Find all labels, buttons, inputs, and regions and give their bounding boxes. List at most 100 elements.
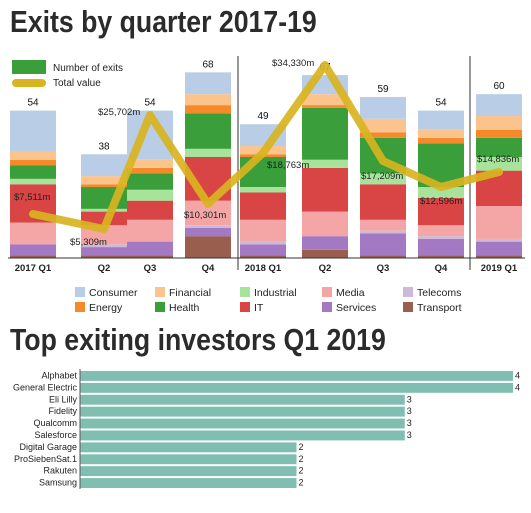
bar-segment-consumer bbox=[360, 96, 406, 119]
investor-bar bbox=[80, 382, 513, 393]
x-tick-label: Q2 bbox=[98, 263, 111, 274]
legend-label-telecoms: Telecoms bbox=[417, 287, 461, 299]
investor-bar bbox=[80, 442, 297, 453]
bar-segment-energy bbox=[360, 132, 406, 138]
investor-bar bbox=[80, 406, 405, 417]
bar-segment-health bbox=[127, 173, 173, 190]
investor-value-label: 4 bbox=[515, 371, 520, 381]
investor-label: Rakuten bbox=[43, 466, 77, 476]
bar-segment-telecoms bbox=[81, 244, 127, 248]
bar-segment-industrial bbox=[418, 187, 464, 198]
total-value-label: $25,702m bbox=[98, 107, 140, 118]
bar-segment-telecoms bbox=[418, 236, 464, 239]
x-tick-label: 2019 Q1 bbox=[481, 263, 518, 274]
total-value-label: $5,309m bbox=[70, 237, 107, 248]
investor-bar bbox=[80, 371, 513, 381]
legend-swatch-consumer bbox=[75, 287, 85, 297]
bar-segment-transport bbox=[81, 255, 127, 258]
investor-label: Qualcomm bbox=[33, 418, 77, 428]
investor-label: General Electric bbox=[13, 382, 78, 392]
bar-segment-consumer bbox=[418, 110, 464, 130]
bar-segment-energy bbox=[127, 167, 173, 174]
legend-swatch-industrial bbox=[240, 287, 250, 297]
investor-value-label: 2 bbox=[299, 478, 304, 488]
x-tick-label: Q2 bbox=[319, 263, 332, 274]
investor-label: Samsung bbox=[39, 478, 77, 488]
bar-segment-media bbox=[127, 219, 173, 242]
bar-segment-services bbox=[10, 244, 56, 256]
bar-total-label: 38 bbox=[98, 141, 110, 152]
bar-segment-telecoms bbox=[360, 230, 406, 234]
investor-value-label: 2 bbox=[299, 454, 304, 464]
bar-segment-consumer bbox=[81, 154, 127, 177]
investor-value-label: 4 bbox=[515, 382, 520, 392]
investor-label: Salesforce bbox=[34, 430, 77, 440]
investor-label: Eli Lilly bbox=[49, 394, 78, 404]
chart-title-exits: Exits by quarter 2017-19 bbox=[10, 4, 317, 39]
x-tick-label: Q3 bbox=[144, 263, 157, 274]
bar-segment-consumer bbox=[185, 72, 231, 95]
legend-swatch-energy bbox=[75, 302, 85, 312]
legend-number-of-exits-label: Number of exits bbox=[53, 63, 123, 74]
bar-segment-financial bbox=[476, 116, 522, 130]
investor-label: ProSiebenSat.1 bbox=[14, 454, 77, 464]
investor-value-label: 2 bbox=[299, 466, 304, 476]
top-investors-chart: Alphabet 4 General Electric 4 Eli Lilly 3 Fide… bbox=[13, 369, 520, 489]
bar-segment-services bbox=[81, 247, 127, 256]
bar-segment-media bbox=[240, 219, 286, 242]
x-tick-label: 2017 Q1 bbox=[15, 263, 52, 274]
investor-bar bbox=[80, 430, 405, 441]
bar-total-label: 68 bbox=[202, 59, 214, 70]
bar-segment-energy bbox=[418, 137, 464, 144]
bar-segment-energy bbox=[81, 184, 127, 188]
bar-segment-it bbox=[302, 167, 348, 212]
bar-segment-energy bbox=[185, 105, 231, 114]
legend-label-financial: Financial bbox=[169, 287, 211, 299]
bar-segment-it bbox=[240, 192, 286, 220]
bar-segment-health bbox=[10, 165, 56, 179]
total-value-label: $12,596m bbox=[420, 196, 462, 207]
bar-segment-financial bbox=[360, 118, 406, 133]
bar-total-label: 54 bbox=[144, 98, 156, 109]
bar-segment-media bbox=[302, 211, 348, 237]
bar-segment-financial bbox=[81, 176, 127, 185]
total-value-label: $14,836m bbox=[477, 154, 519, 165]
bar-segment-financial bbox=[10, 151, 56, 160]
legend-swatch-it bbox=[240, 302, 250, 312]
bar-segment-transport bbox=[476, 255, 522, 258]
x-tick-label: Q3 bbox=[377, 263, 390, 274]
legend-label-health: Health bbox=[169, 302, 200, 314]
bar-segment-it bbox=[360, 184, 406, 220]
bar-segment-energy bbox=[10, 159, 56, 166]
legend-swatch-services bbox=[322, 302, 332, 312]
legend-total-value-label: Total value bbox=[53, 78, 101, 89]
bar-segment-industrial bbox=[302, 159, 348, 168]
bar-segment-transport bbox=[302, 249, 348, 258]
total-value-label: $7,511m bbox=[14, 192, 50, 203]
bar-segment-telecoms bbox=[240, 241, 286, 245]
bar-segment-services bbox=[127, 241, 173, 256]
bar-segment-services bbox=[302, 236, 348, 250]
legend-swatch-media bbox=[322, 287, 332, 297]
bar-segment-it bbox=[418, 197, 464, 226]
bar-segment-industrial bbox=[127, 189, 173, 201]
bar-segment-services bbox=[240, 244, 286, 256]
bar-segment-industrial bbox=[10, 178, 56, 185]
bar-segment-services bbox=[360, 233, 406, 256]
bar-segment-it bbox=[127, 200, 173, 220]
legend-label-media: Media bbox=[336, 287, 365, 299]
investor-bar bbox=[80, 418, 405, 429]
bar-segment-transport bbox=[185, 236, 231, 258]
bar-segment-industrial bbox=[185, 148, 231, 157]
bar-segment-energy bbox=[302, 105, 348, 108]
bar-segment-media bbox=[10, 222, 56, 245]
legend-swatch-financial bbox=[155, 287, 165, 297]
total-value-label: $34,330m bbox=[272, 58, 314, 69]
investor-label: Fidelity bbox=[48, 406, 77, 416]
legend-label-it: IT bbox=[254, 302, 264, 314]
bar-segment-services bbox=[418, 238, 464, 256]
bar-segment-energy bbox=[476, 129, 522, 138]
bar-segment-industrial bbox=[476, 156, 522, 171]
bar-total-label: 54 bbox=[27, 98, 39, 109]
